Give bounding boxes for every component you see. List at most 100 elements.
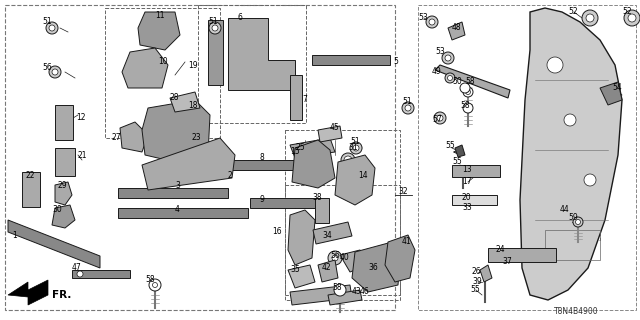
Circle shape [465, 90, 470, 94]
Circle shape [586, 14, 594, 22]
Circle shape [212, 25, 218, 31]
Circle shape [445, 55, 451, 61]
Polygon shape [340, 250, 368, 272]
Polygon shape [8, 220, 100, 268]
Text: 40: 40 [340, 253, 349, 262]
Text: 52: 52 [568, 7, 578, 17]
Bar [5, 5, 395, 310]
Circle shape [442, 52, 454, 64]
Circle shape [49, 66, 61, 78]
Text: 53: 53 [418, 13, 428, 22]
Circle shape [332, 255, 338, 261]
Text: 34: 34 [322, 230, 332, 239]
Polygon shape [328, 290, 362, 305]
Text: 24: 24 [495, 245, 504, 254]
Text: 25: 25 [295, 143, 305, 153]
Polygon shape [288, 265, 315, 288]
Circle shape [426, 16, 438, 28]
Text: 41: 41 [402, 237, 412, 246]
Text: 17: 17 [462, 178, 472, 187]
Bar [565, 195, 600, 240]
Text: 45: 45 [330, 124, 340, 132]
Text: 55: 55 [470, 285, 480, 294]
Text: 35: 35 [290, 266, 300, 275]
Bar [55, 148, 75, 176]
Text: 51: 51 [208, 18, 218, 27]
Text: 59: 59 [568, 213, 578, 222]
Polygon shape [292, 140, 335, 188]
Text: 19: 19 [188, 60, 198, 69]
Bar [22, 172, 40, 207]
Text: 43: 43 [352, 287, 362, 297]
Text: 9: 9 [260, 196, 265, 204]
Text: 39: 39 [472, 277, 482, 286]
Bar [208, 20, 223, 85]
Circle shape [575, 220, 580, 225]
Bar [362, 258, 387, 280]
Bar [285, 185, 400, 300]
Polygon shape [288, 210, 315, 265]
Circle shape [460, 83, 470, 93]
Polygon shape [228, 18, 295, 90]
Circle shape [353, 145, 359, 151]
Circle shape [49, 25, 55, 31]
Circle shape [341, 153, 355, 167]
Text: 1: 1 [12, 230, 17, 239]
Bar [452, 165, 500, 177]
Text: 3: 3 [175, 180, 180, 189]
Bar [315, 198, 329, 223]
Text: 12: 12 [76, 114, 86, 123]
Circle shape [350, 142, 362, 154]
Circle shape [334, 284, 346, 296]
Text: 54: 54 [612, 84, 621, 92]
Text: T8N4B4900: T8N4B4900 [554, 308, 598, 316]
Text: 16: 16 [272, 228, 282, 236]
Polygon shape [385, 235, 415, 282]
Text: 53: 53 [435, 47, 445, 57]
Circle shape [77, 271, 83, 277]
Circle shape [573, 217, 583, 227]
Text: 5: 5 [393, 58, 398, 67]
Text: 11: 11 [155, 11, 164, 20]
Text: 33: 33 [462, 204, 472, 212]
Text: 28: 28 [170, 93, 179, 102]
Polygon shape [118, 208, 248, 218]
Polygon shape [448, 22, 465, 40]
Text: 29: 29 [58, 180, 68, 189]
Polygon shape [480, 265, 492, 282]
Text: 31: 31 [348, 143, 358, 153]
Text: 7: 7 [302, 95, 307, 105]
Polygon shape [313, 222, 352, 244]
Polygon shape [455, 145, 465, 157]
Text: 8: 8 [260, 154, 265, 163]
Polygon shape [55, 182, 72, 205]
Circle shape [628, 14, 636, 22]
Text: 42: 42 [322, 263, 332, 273]
Text: 51: 51 [350, 138, 360, 147]
Text: 10: 10 [158, 58, 168, 67]
Polygon shape [228, 160, 310, 170]
Text: FR.: FR. [52, 290, 72, 300]
Circle shape [434, 112, 446, 124]
Polygon shape [122, 48, 168, 88]
Text: 58: 58 [465, 77, 475, 86]
Polygon shape [312, 55, 390, 65]
Circle shape [584, 174, 596, 186]
Polygon shape [335, 155, 375, 205]
Polygon shape [318, 260, 338, 282]
Text: 37: 37 [502, 258, 512, 267]
Circle shape [547, 57, 563, 73]
Bar [418, 5, 636, 310]
Text: 52: 52 [622, 7, 632, 17]
Bar [105, 8, 220, 138]
Text: 15: 15 [290, 148, 300, 156]
Bar [158, 118, 183, 148]
Polygon shape [118, 188, 228, 198]
Text: 23: 23 [192, 133, 202, 142]
Text: 55: 55 [452, 157, 461, 166]
Circle shape [582, 10, 598, 26]
Text: 30: 30 [52, 205, 61, 214]
Text: 14: 14 [358, 171, 367, 180]
Circle shape [463, 103, 473, 113]
Circle shape [437, 115, 443, 121]
